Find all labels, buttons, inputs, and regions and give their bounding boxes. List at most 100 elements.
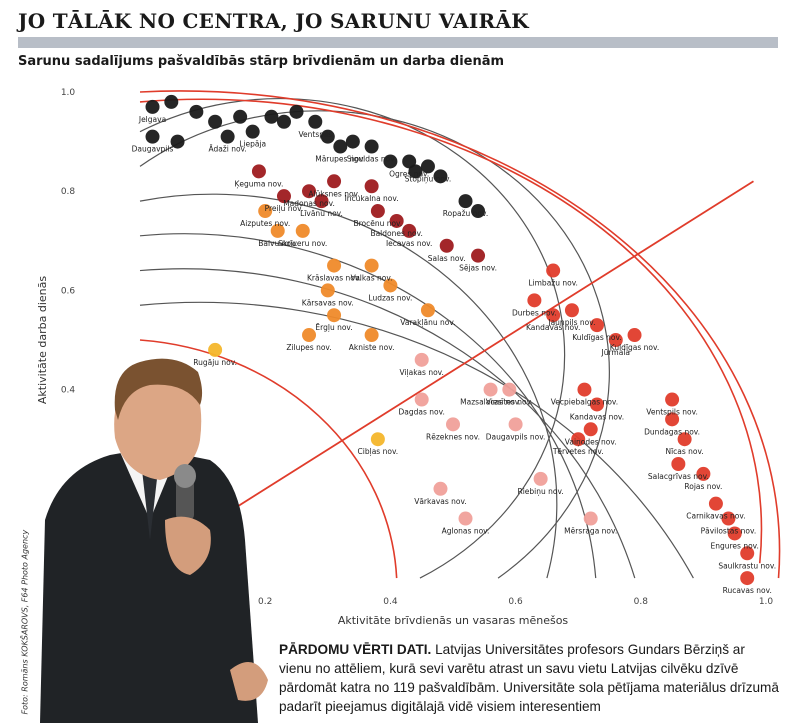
point-label: Varakļānu nov.: [400, 318, 455, 328]
scatter-point: [740, 571, 755, 586]
scatter-point: [458, 511, 473, 526]
outer-curve: [139, 90, 781, 579]
point-label: Mārupes nov.: [315, 155, 365, 164]
caption-text: Latvijas Universitātes profesors Gundars…: [279, 642, 779, 714]
scatter-point: [696, 466, 711, 481]
point-label: Kārsavas nov.: [302, 298, 354, 307]
point-label: Saulkrastu nov.: [718, 561, 776, 570]
scatter-point: [402, 223, 417, 238]
point-label: Kandavas nov.: [570, 412, 624, 421]
headline: JO TĀLĀK NO CENTRA, JO SARUNU VAIRĀK: [18, 9, 529, 33]
scatter-point: [483, 382, 498, 397]
point-label: Dagdas nov.: [399, 408, 445, 417]
scatter-point: [327, 308, 342, 323]
caption-lead: PĀRDOMU VĒRTI DATI.: [279, 642, 432, 657]
point-label: Rucavas nov.: [723, 586, 772, 595]
point-label: Kuldīgas nov.: [572, 333, 621, 342]
point-label: Akniste nov.: [349, 343, 395, 352]
scatter-point: [370, 432, 385, 447]
scatter-point: [502, 382, 517, 397]
point-label: Jūrmala: [601, 348, 631, 357]
scatter-point: [145, 129, 160, 144]
scatter-point: [164, 94, 179, 109]
point-label: Cibļas nov.: [358, 447, 399, 457]
point-label: Ropažu nov.: [443, 209, 488, 218]
scatter-point: [508, 417, 523, 432]
inner-curve: [139, 339, 398, 579]
point-label: Jaunpils nov.: [547, 318, 595, 327]
point-label: Viesītes nov.: [486, 398, 533, 407]
point-label: Inčukalna nov.: [345, 194, 399, 203]
scatter-point: [414, 352, 429, 367]
point-label: Stopiņu nov.: [405, 174, 452, 184]
contour-arc: [139, 193, 558, 579]
scatter-point: [333, 139, 348, 154]
chart-point-labels: Jelgava Daugavpils Ādaži nov.Liepāja Ventsp…: [132, 115, 776, 595]
scatter-point: [571, 432, 586, 447]
point-label: Vārkavas nov.: [414, 497, 467, 506]
scatter-point: [458, 194, 473, 209]
scatter-point: [671, 457, 686, 471]
point-label: Ventspils: [298, 130, 332, 139]
y-tick-label: 0.2: [61, 485, 75, 495]
scatter-point: [320, 129, 335, 144]
point-label: Iecavas nov.: [386, 239, 432, 248]
scatter-point: [546, 263, 561, 278]
point-label: Mazsalacas nov.: [460, 398, 521, 407]
scatter-point: [276, 189, 291, 204]
point-label: Carnikavas nov.: [686, 512, 745, 521]
scatter-point: [727, 526, 742, 541]
point-label: Ogres nov.: [389, 169, 429, 178]
point-label: Skrīveru nov.: [278, 239, 327, 248]
y-tick-label: 1.0: [61, 88, 76, 98]
point-label: Balvu nov.: [258, 239, 297, 248]
scatter-point: [320, 283, 335, 298]
point-label: Salacgrīvas nov.: [648, 472, 709, 481]
scatter-point: [677, 432, 692, 447]
scatter-point: [446, 417, 460, 432]
scatter-point: [189, 104, 204, 119]
point-label: Durbes nov.: [512, 308, 557, 317]
scatter-point: [208, 114, 223, 129]
point-label: Ērgļu nov.: [315, 323, 352, 333]
scatter-point: [233, 109, 248, 124]
point-label: Zilupes nov.: [286, 343, 331, 352]
scatter-point: [564, 303, 579, 318]
scatter-point: [327, 258, 342, 273]
scatter-point: [327, 174, 342, 189]
x-tick-label: 1.0: [759, 597, 774, 607]
scatter-point: [414, 392, 429, 407]
scatter-point: [665, 412, 680, 427]
point-label: Baldones nov.: [370, 229, 422, 238]
x-tick-label: 0.6: [508, 597, 523, 607]
scatter-point: [364, 258, 379, 273]
scatter-point: [364, 179, 379, 194]
point-label: Engures nov.: [710, 541, 758, 550]
photo-credit: Foto: Romāns KOKŠAROVS, F64 Photo Agency: [20, 529, 30, 715]
scatter-point: [583, 511, 598, 526]
diagonal-line: [202, 180, 754, 530]
point-label: Limbažu nov.: [528, 279, 578, 288]
scatter-point: [389, 213, 404, 228]
chart-subtitle: Sarunu sadalījums pašvaldībās stārp brīv…: [18, 54, 505, 69]
x-tick-label: 0.2: [258, 597, 272, 607]
scatter-point: [289, 104, 304, 119]
point-label: Madonas nov.: [283, 199, 335, 208]
point-label: Pāvilostas nov.: [701, 527, 757, 536]
scatter-point: [295, 223, 310, 238]
point-label: Valkas nov.: [351, 274, 393, 283]
scatter-point: [608, 333, 623, 347]
point-label: Ludzas nov.: [368, 293, 412, 302]
x-tick-label: 0.8: [634, 597, 649, 607]
point-label: Daugavpils nov.: [486, 432, 546, 441]
scatter-point: [471, 204, 486, 219]
scatter-point: [533, 471, 548, 486]
scatter-point: [245, 124, 260, 139]
chart-axes: 0.2 0.4 0.6 0.8 1.0 0.2 0.4 0.6 0.8 1.0 Aktivitāte…: [36, 88, 773, 627]
scatter-point: [665, 392, 680, 407]
scatter-point: [433, 481, 448, 496]
scatter-point: [583, 422, 598, 437]
x-axis-label: Aktivitāte brīvdienās un vasaras mēnešos: [338, 614, 569, 627]
scatter-point: [433, 169, 448, 184]
point-label: Alūksnes nov.: [308, 189, 359, 198]
